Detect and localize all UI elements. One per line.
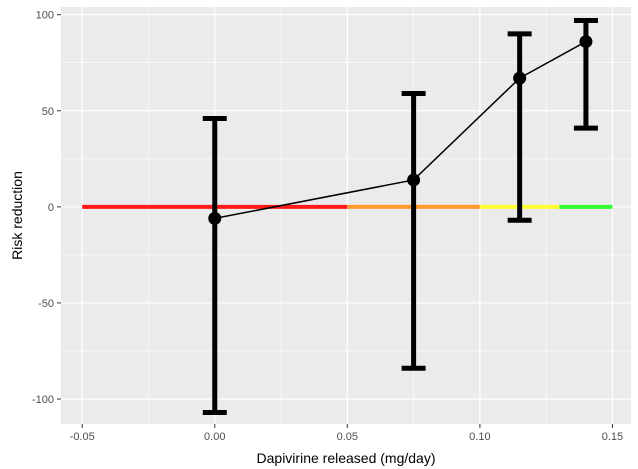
x-axis-title: Dapivirine released (mg/day) [257, 450, 436, 466]
data-point [208, 211, 222, 225]
x-tick-label: 0.10 [469, 431, 490, 443]
panel-background [61, 7, 631, 424]
series-line-group [214, 40, 587, 220]
y-tick-label: 0 [48, 202, 54, 214]
x-tick-label: 0.05 [337, 431, 358, 443]
x-tick-label: -0.05 [70, 431, 95, 443]
major-gridlines [61, 7, 631, 424]
y-axis-title: Risk reduction [9, 171, 25, 260]
x-tick-label: 0.00 [204, 431, 225, 443]
x-tick-labels: -0.05 0.00 0.05 0.10 0.15 [70, 431, 623, 443]
x-tick-label: 0.15 [602, 431, 623, 443]
y-tick-label: -100 [32, 394, 54, 406]
data-point [579, 35, 593, 49]
y-tick-label: 100 [36, 10, 54, 22]
error-bars [202, 17, 598, 415]
data-point [407, 173, 421, 187]
data-points [208, 35, 593, 225]
y-tick-labels: -100 -50 0 50 100 [32, 10, 54, 406]
axis-ticks [57, 14, 613, 428]
data-point [513, 71, 527, 85]
y-tick-label: 50 [42, 106, 54, 118]
series-line [214, 40, 587, 220]
minor-gridlines [61, 7, 631, 424]
y-tick-label: -50 [38, 298, 54, 310]
